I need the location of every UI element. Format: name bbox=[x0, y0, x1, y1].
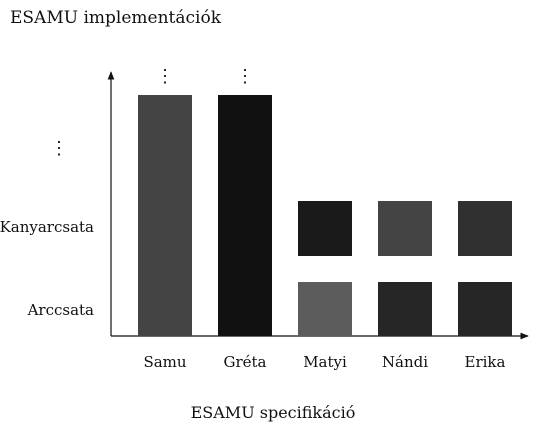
x-tick-label-nandi: Nándi bbox=[381, 353, 429, 371]
bar-samu-0 bbox=[138, 95, 192, 336]
bar-nándi-5 bbox=[378, 201, 432, 256]
continuation-mark-samu: ⋮ bbox=[156, 66, 174, 87]
y-level-label-continuation: ⋮ bbox=[50, 138, 68, 159]
bar-gréta-1 bbox=[218, 95, 272, 336]
x-tick-label-samu: Samu bbox=[143, 353, 187, 371]
bar-erika-7 bbox=[458, 201, 512, 256]
x-tick-label-erika: Erika bbox=[464, 353, 506, 371]
x-axis-label: ESAMU specifikáció bbox=[190, 403, 356, 422]
continuation-mark-gréta: ⋮ bbox=[236, 66, 254, 87]
x-tick-label-matyi: Matyi bbox=[303, 353, 347, 371]
chart-title: ESAMU implementációk bbox=[10, 8, 221, 28]
x-tick-label-greta: Gréta bbox=[223, 353, 267, 371]
bar-nándi-4 bbox=[378, 282, 432, 336]
y-level-label-arccsata: Arccsata bbox=[27, 301, 94, 319]
bar-erika-6 bbox=[458, 282, 512, 336]
bar-matyi-2 bbox=[298, 282, 352, 336]
bar-matyi-3 bbox=[298, 201, 352, 256]
y-level-label-kanyarcsata: Kanyarcsata bbox=[0, 218, 94, 236]
